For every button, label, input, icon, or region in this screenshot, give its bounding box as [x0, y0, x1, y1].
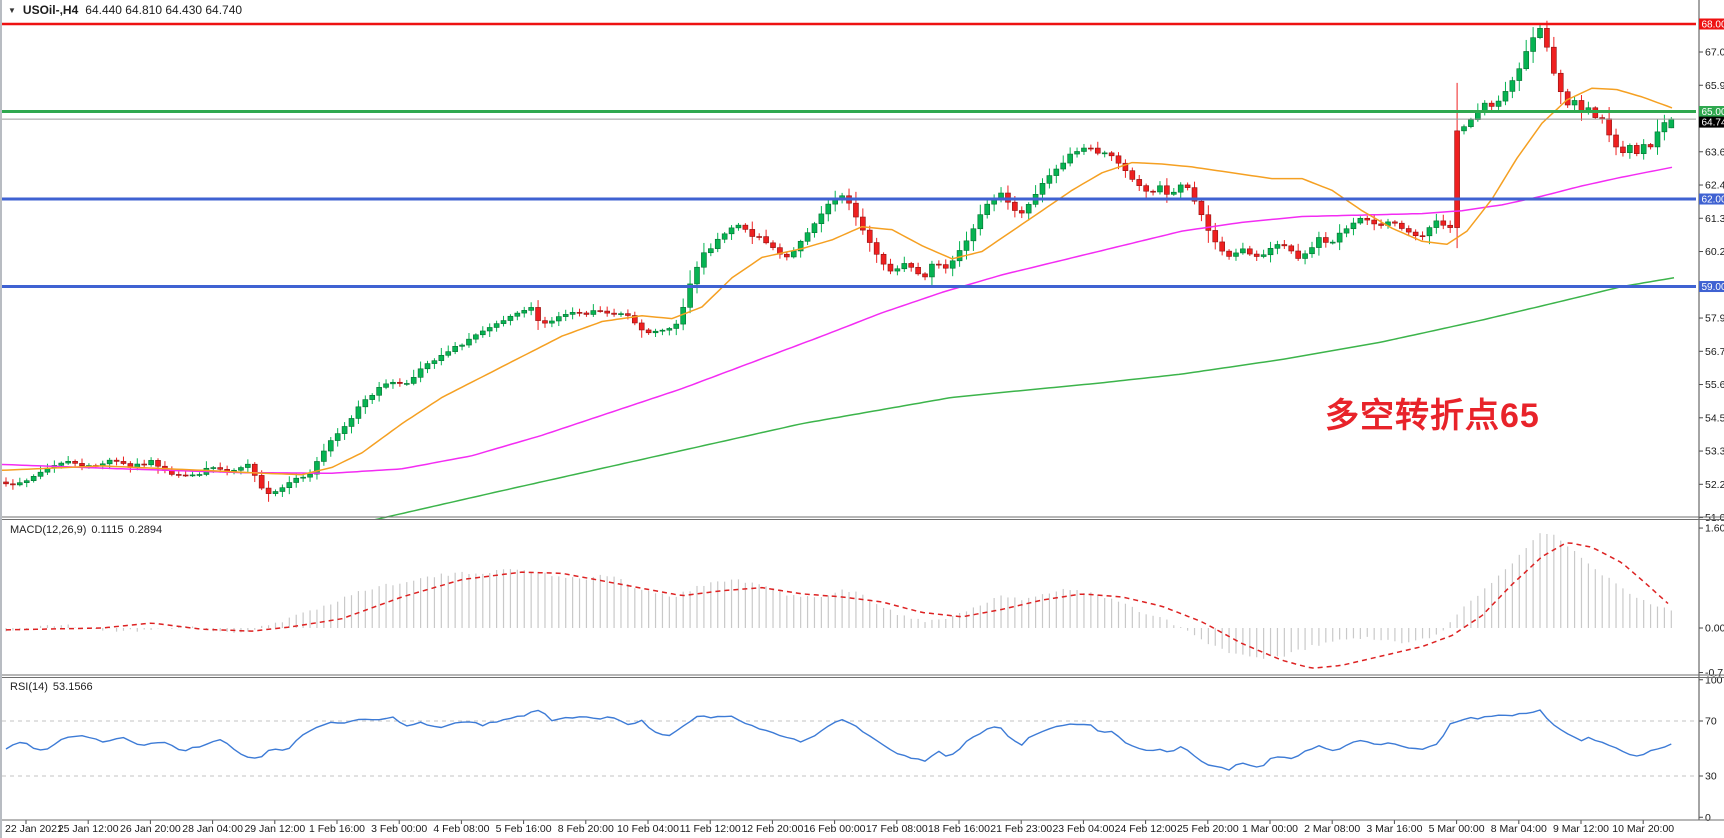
macd-name: MACD(12,26,9)	[10, 524, 87, 536]
time-tick-label: 10 Mar 20:00	[1612, 823, 1674, 835]
level-price-label: 64.740	[1702, 118, 1724, 129]
time-tick-label: 1 Feb 16:00	[309, 823, 365, 835]
rsi-tick-label: 0	[1705, 812, 1711, 824]
ohlc-values: 64.440 64.810 64.430 64.740	[85, 3, 243, 17]
price-tick-label: 53.360	[1705, 446, 1724, 458]
time-tick-label: 17 Feb 08:00	[866, 823, 928, 835]
level-price-label: 59.000	[1702, 282, 1724, 293]
time-tick-label: 5 Feb 16:00	[496, 823, 552, 835]
time-tick-label: 10 Feb 04:00	[617, 823, 679, 835]
time-tick-label: 24 Feb 12:00	[1115, 823, 1177, 835]
panel-separators	[2, 516, 1724, 821]
macd-signal	[5, 542, 1669, 669]
macd-tick-label: 1.6093	[1705, 523, 1724, 535]
level-price-label: 65.000	[1702, 107, 1724, 118]
price-tick-label: 56.780	[1705, 346, 1724, 358]
symbol-timeframe-label: USOil-,H4	[22, 3, 79, 17]
ma-mid-magenta	[2, 166, 1673, 474]
time-tick-label: 5 Mar 00:00	[1429, 823, 1485, 835]
time-tick-label: 8 Mar 04:00	[1491, 823, 1547, 835]
time-tick-label: 4 Feb 08:00	[433, 823, 489, 835]
rsi-tick-label: 30	[1705, 771, 1717, 783]
level-price-label: 68.000	[1702, 20, 1724, 31]
time-tick-label: 3 Feb 00:00	[371, 823, 427, 835]
price-tick-label: 61.340	[1705, 213, 1724, 225]
price-tick-label: 62.480	[1705, 180, 1724, 192]
macd-tick-label: -0.7172	[1705, 667, 1724, 679]
ma-fast-orange	[2, 87, 1673, 476]
price-tick-label: 57.920	[1705, 313, 1724, 325]
time-tick-label: 25 Jan 12:00	[58, 823, 119, 835]
time-tick-label: 9 Mar 12:00	[1553, 823, 1609, 835]
price-tick-label: 65.900	[1705, 80, 1724, 92]
price-tick-label: 63.620	[1705, 146, 1724, 158]
price-tick-label: 55.640	[1705, 379, 1724, 391]
price-tick-label: 52.220	[1705, 479, 1724, 491]
macd-axis[interactable]: 1.6093 0.00 -0.7172	[1699, 523, 1724, 679]
time-tick-label: 21 Feb 23:00	[990, 823, 1052, 835]
time-tick-label: 16 Feb 00:00	[804, 823, 866, 835]
rsi-tick-label: 70	[1705, 716, 1717, 728]
macd-signal-value: 0.2894	[128, 524, 163, 536]
time-tick-label: 28 Jan 04:00	[182, 823, 243, 835]
rsi-name: RSI(14)	[10, 681, 48, 693]
time-tick-label: 3 Mar 16:00	[1366, 823, 1422, 835]
moving-averages	[2, 87, 1675, 519]
macd-indicator-label: MACD(12,26,9) 0.1115 0.2894	[10, 524, 167, 536]
macd-tick-label: 0.00	[1705, 623, 1724, 635]
annotation-text: 多空转折点65	[1325, 397, 1540, 435]
level-price-label: 62.000	[1702, 195, 1724, 206]
time-tick-label: 12 Feb 20:00	[741, 823, 803, 835]
time-tick-label: 11 Feb 12:00	[680, 823, 741, 835]
time-tick-label: 1 Mar 00:00	[1242, 823, 1298, 835]
time-tick-label: 26 Jan 20:00	[120, 823, 181, 835]
collapse-arrow-icon[interactable]: ▼	[8, 5, 16, 15]
candles	[3, 20, 1675, 502]
rsi-axis[interactable]: 100 70 30 0	[1699, 674, 1723, 824]
rsi-tick-label: 100	[1705, 674, 1723, 686]
macd-histogram	[5, 533, 1672, 659]
rsi-line	[5, 709, 1672, 771]
price-levels	[2, 22, 1696, 289]
ma-slow-green	[374, 277, 1675, 519]
chart-header: ▼ USOil-,H4 64.440 64.810 64.430 64.740	[8, 3, 242, 17]
price-tick-label: 54.500	[1705, 412, 1724, 424]
price-tick-label: 67.040	[1705, 47, 1724, 59]
rsi-value: 53.1566	[52, 681, 93, 693]
time-tick-label: 22 Jan 2021	[5, 823, 63, 835]
price-tick-label: 51.080	[1705, 512, 1724, 524]
time-tick-label: 2 Mar 08:00	[1304, 823, 1360, 835]
time-tick-label: 25 Feb 20:00	[1177, 823, 1239, 835]
time-tick-label: 29 Jan 12:00	[244, 823, 305, 835]
rsi-levels	[2, 720, 1696, 777]
price-axis[interactable]: 67.040 65.900 63.620 62.480 61.340 60.200 57.9…	[1698, 0, 1724, 820]
time-tick-label: 18 Feb 16:00	[928, 823, 990, 835]
price-tick-label: 60.200	[1705, 246, 1724, 258]
time-tick-label: 23 Feb 04:00	[1052, 823, 1114, 835]
time-tick-label: 8 Feb 20:00	[558, 823, 614, 835]
macd-main-value: 0.1115	[91, 524, 124, 536]
rsi-indicator-label: RSI(14) 53.1566	[10, 681, 98, 693]
